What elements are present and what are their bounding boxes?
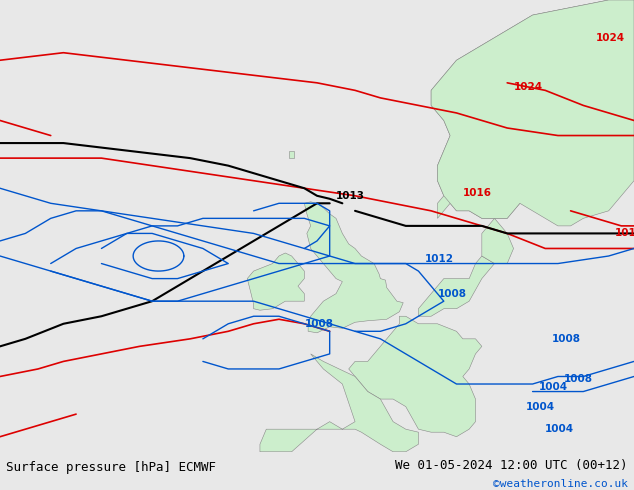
Text: 1016: 1016 xyxy=(463,188,492,198)
Text: 1012: 1012 xyxy=(425,254,454,264)
Text: 1016: 1016 xyxy=(615,228,634,239)
Text: 1008: 1008 xyxy=(552,334,581,344)
Polygon shape xyxy=(349,316,482,437)
Polygon shape xyxy=(418,256,495,316)
Polygon shape xyxy=(260,354,418,452)
Text: We 01-05-2024 12:00 UTC (00+12): We 01-05-2024 12:00 UTC (00+12) xyxy=(395,459,628,472)
Text: 1008: 1008 xyxy=(437,289,467,299)
Text: 1013: 1013 xyxy=(336,191,365,201)
Polygon shape xyxy=(431,0,634,219)
Polygon shape xyxy=(304,202,403,333)
Text: 1004: 1004 xyxy=(539,382,568,392)
Text: ©weatheronline.co.uk: ©weatheronline.co.uk xyxy=(493,479,628,490)
Text: 1008: 1008 xyxy=(304,319,333,329)
Polygon shape xyxy=(247,253,304,310)
Text: 1024: 1024 xyxy=(514,82,543,92)
Polygon shape xyxy=(289,150,294,158)
Text: 1008: 1008 xyxy=(564,374,593,385)
Polygon shape xyxy=(431,0,634,226)
Text: Surface pressure [hPa] ECMWF: Surface pressure [hPa] ECMWF xyxy=(6,461,216,473)
Text: 1004: 1004 xyxy=(526,402,555,412)
Polygon shape xyxy=(482,219,514,264)
Text: 1004: 1004 xyxy=(545,424,574,434)
Text: 1024: 1024 xyxy=(596,33,625,43)
